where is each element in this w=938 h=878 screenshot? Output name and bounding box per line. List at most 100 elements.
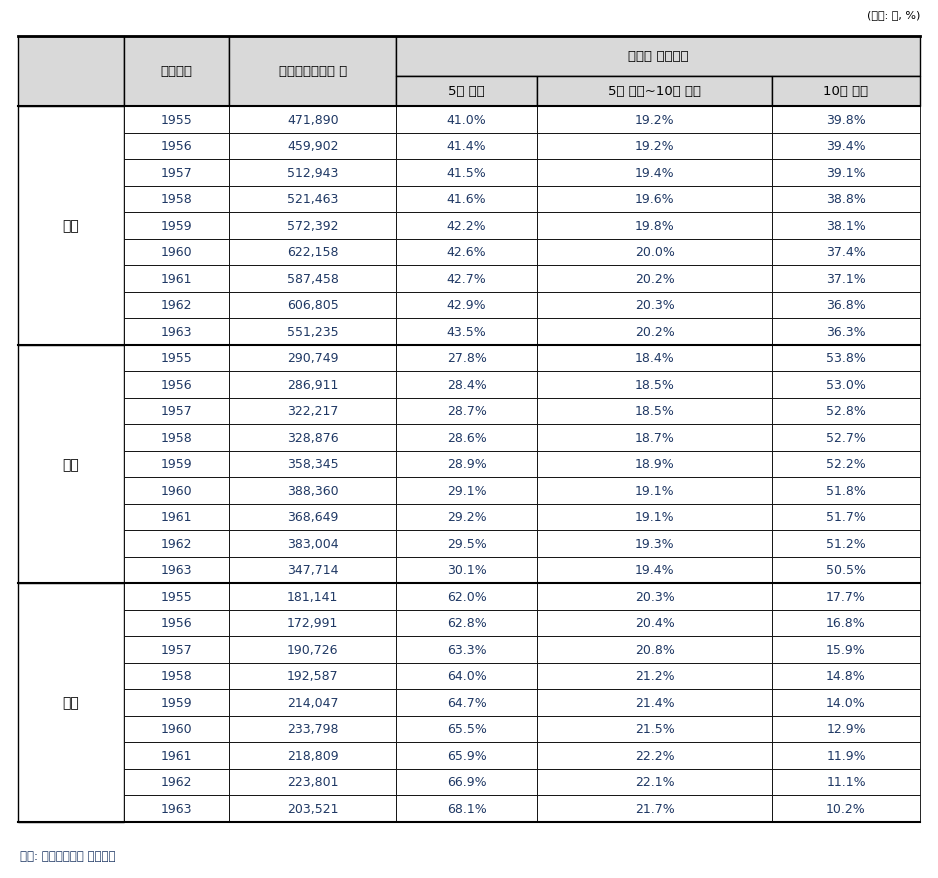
Text: 20.0%: 20.0% bbox=[635, 246, 674, 259]
Text: 10.2%: 10.2% bbox=[826, 802, 866, 815]
Text: 1960: 1960 bbox=[160, 484, 192, 497]
Text: 42.2%: 42.2% bbox=[446, 220, 487, 233]
Bar bbox=[396, 186, 537, 212]
Text: 15.9%: 15.9% bbox=[826, 643, 866, 656]
Text: 65.9%: 65.9% bbox=[446, 749, 487, 762]
Bar bbox=[396, 583, 537, 610]
Text: 29.1%: 29.1% bbox=[446, 484, 487, 497]
Bar bbox=[772, 345, 920, 371]
Bar bbox=[230, 504, 396, 530]
Text: 66.9%: 66.9% bbox=[446, 775, 487, 788]
Bar bbox=[230, 37, 396, 107]
Bar bbox=[124, 610, 230, 637]
Text: 328,876: 328,876 bbox=[287, 431, 339, 444]
Text: 190,726: 190,726 bbox=[287, 643, 339, 656]
Text: 53.8%: 53.8% bbox=[826, 352, 866, 365]
Text: 1956: 1956 bbox=[160, 616, 192, 630]
Text: 218,809: 218,809 bbox=[287, 749, 339, 762]
Text: 39.4%: 39.4% bbox=[826, 140, 866, 153]
Text: 622,158: 622,158 bbox=[287, 246, 339, 259]
Bar bbox=[230, 345, 396, 371]
Text: 223,801: 223,801 bbox=[287, 775, 339, 788]
Bar bbox=[230, 266, 396, 292]
Bar bbox=[230, 768, 396, 795]
Text: 1957: 1957 bbox=[160, 405, 192, 418]
Text: 1956: 1956 bbox=[160, 378, 192, 392]
Text: 1955: 1955 bbox=[160, 590, 192, 603]
Text: (단위: 명, %): (단위: 명, %) bbox=[867, 10, 920, 20]
Bar bbox=[18, 37, 124, 107]
Text: 41.4%: 41.4% bbox=[446, 140, 487, 153]
Bar bbox=[537, 77, 772, 107]
Bar bbox=[537, 398, 772, 425]
Text: 1955: 1955 bbox=[160, 113, 192, 126]
Text: 51.2%: 51.2% bbox=[826, 537, 866, 551]
Text: 388,360: 388,360 bbox=[287, 484, 339, 497]
Text: 남자: 남자 bbox=[63, 457, 79, 471]
Bar bbox=[772, 610, 920, 637]
Text: 20.3%: 20.3% bbox=[635, 590, 674, 603]
Bar bbox=[537, 478, 772, 504]
Text: 37.4%: 37.4% bbox=[826, 246, 866, 259]
Bar bbox=[230, 239, 396, 266]
Bar bbox=[772, 319, 920, 345]
Text: 62.8%: 62.8% bbox=[446, 616, 487, 630]
Text: 14.8%: 14.8% bbox=[826, 670, 866, 682]
Text: 52.2%: 52.2% bbox=[826, 457, 866, 471]
Text: 30.1%: 30.1% bbox=[446, 564, 487, 577]
Text: 1963: 1963 bbox=[160, 326, 192, 338]
Text: 233,798: 233,798 bbox=[287, 723, 339, 736]
Text: 347,714: 347,714 bbox=[287, 564, 339, 577]
Bar bbox=[230, 689, 396, 716]
Bar bbox=[396, 37, 920, 77]
Bar bbox=[396, 319, 537, 345]
Text: 42.6%: 42.6% bbox=[446, 246, 487, 259]
Bar bbox=[537, 107, 772, 133]
Bar bbox=[772, 663, 920, 689]
Bar bbox=[230, 530, 396, 557]
Bar bbox=[18, 345, 124, 583]
Text: 12.9%: 12.9% bbox=[826, 723, 866, 736]
Bar bbox=[230, 398, 396, 425]
Text: 68.1%: 68.1% bbox=[446, 802, 487, 815]
Text: 286,911: 286,911 bbox=[287, 378, 339, 392]
Bar bbox=[537, 186, 772, 212]
Text: 42.7%: 42.7% bbox=[446, 272, 487, 285]
Text: 19.4%: 19.4% bbox=[635, 167, 674, 179]
Bar bbox=[396, 160, 537, 186]
Text: 19.1%: 19.1% bbox=[635, 511, 674, 523]
Bar bbox=[230, 319, 396, 345]
Bar bbox=[124, 239, 230, 266]
Text: 1955: 1955 bbox=[160, 352, 192, 365]
Text: 52.8%: 52.8% bbox=[826, 405, 866, 418]
Bar bbox=[537, 795, 772, 822]
Bar bbox=[537, 716, 772, 742]
Bar bbox=[230, 610, 396, 637]
Bar bbox=[396, 425, 537, 451]
Text: 43.5%: 43.5% bbox=[446, 326, 487, 338]
Bar bbox=[124, 637, 230, 663]
Text: 20.2%: 20.2% bbox=[635, 326, 674, 338]
Bar bbox=[537, 212, 772, 239]
Bar bbox=[537, 451, 772, 478]
Text: 62.0%: 62.0% bbox=[446, 590, 487, 603]
Bar bbox=[124, 398, 230, 425]
Text: 521,463: 521,463 bbox=[287, 193, 339, 206]
Text: 21.5%: 21.5% bbox=[635, 723, 674, 736]
Bar bbox=[537, 689, 772, 716]
Bar bbox=[124, 583, 230, 610]
Bar bbox=[772, 478, 920, 504]
Bar bbox=[124, 795, 230, 822]
Bar bbox=[124, 768, 230, 795]
Text: 1962: 1962 bbox=[160, 299, 192, 312]
Bar bbox=[772, 425, 920, 451]
Bar bbox=[537, 371, 772, 398]
Bar bbox=[772, 371, 920, 398]
Text: 358,345: 358,345 bbox=[287, 457, 339, 471]
Bar bbox=[396, 371, 537, 398]
Text: 18.4%: 18.4% bbox=[635, 352, 674, 365]
Bar bbox=[124, 37, 230, 107]
Text: 10년 이상: 10년 이상 bbox=[824, 85, 869, 98]
Bar bbox=[772, 160, 920, 186]
Bar bbox=[396, 77, 537, 107]
